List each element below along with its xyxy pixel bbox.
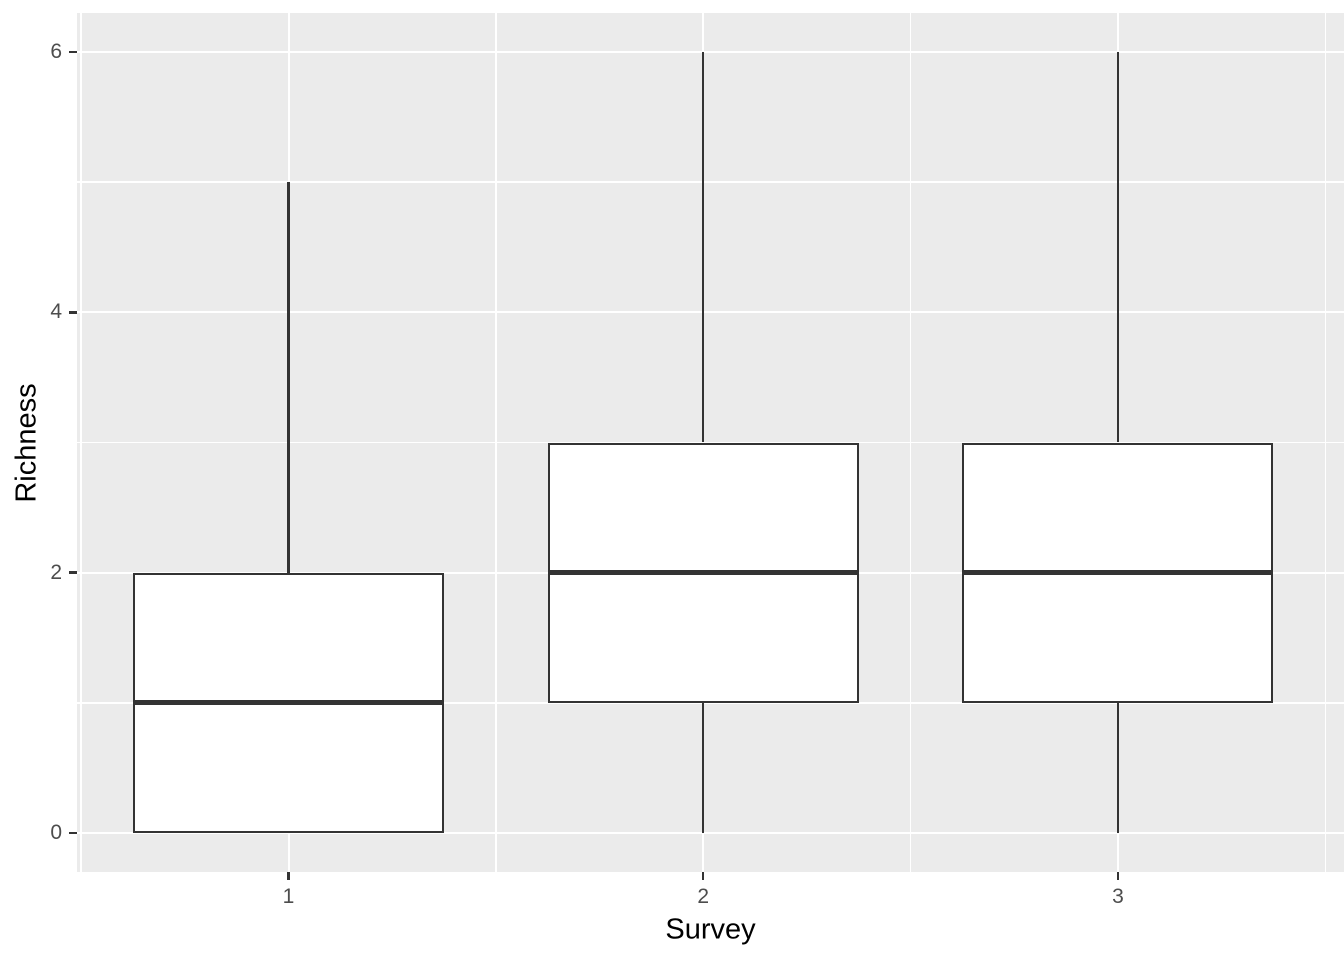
y-tick-label: 6 [50, 40, 62, 64]
y-tick-mark [69, 831, 77, 835]
y-minor-gridline [77, 702, 1344, 704]
x-minor-gridline [495, 13, 497, 872]
x-minor-gridline [1324, 13, 1327, 872]
y-major-gridline [77, 311, 1344, 314]
upper-whisker [1116, 52, 1120, 443]
upper-whisker [287, 182, 290, 573]
x-tick-mark [701, 872, 705, 880]
x-tick-mark [1116, 872, 1120, 880]
y-tick-label: 4 [50, 300, 62, 324]
y-minor-gridline [77, 181, 1344, 183]
y-major-gridline [77, 831, 1344, 834]
upper-whisker [701, 52, 705, 443]
y-major-gridline [77, 51, 1344, 54]
x-tick-label: 2 [697, 885, 710, 908]
lower-whisker [701, 702, 705, 833]
median-line [962, 570, 1274, 576]
median-line [547, 570, 859, 576]
x-tick-label: 3 [1112, 885, 1124, 908]
y-tick-mark [69, 50, 77, 54]
x-tick-label: 1 [282, 885, 295, 908]
y-tick-mark [69, 311, 77, 314]
x-minor-gridline [909, 13, 912, 872]
y-tick-label: 0 [50, 820, 62, 844]
x-tick-mark [287, 872, 290, 880]
y-tick-label: 2 [50, 560, 62, 584]
x-minor-gridline [80, 13, 82, 872]
x-axis-title: Survey [665, 913, 756, 946]
median-line [132, 700, 445, 706]
plot-panel [77, 13, 1344, 872]
y-axis-title: Richness [10, 382, 43, 503]
y-tick-mark [69, 571, 77, 574]
lower-whisker [1116, 702, 1120, 833]
